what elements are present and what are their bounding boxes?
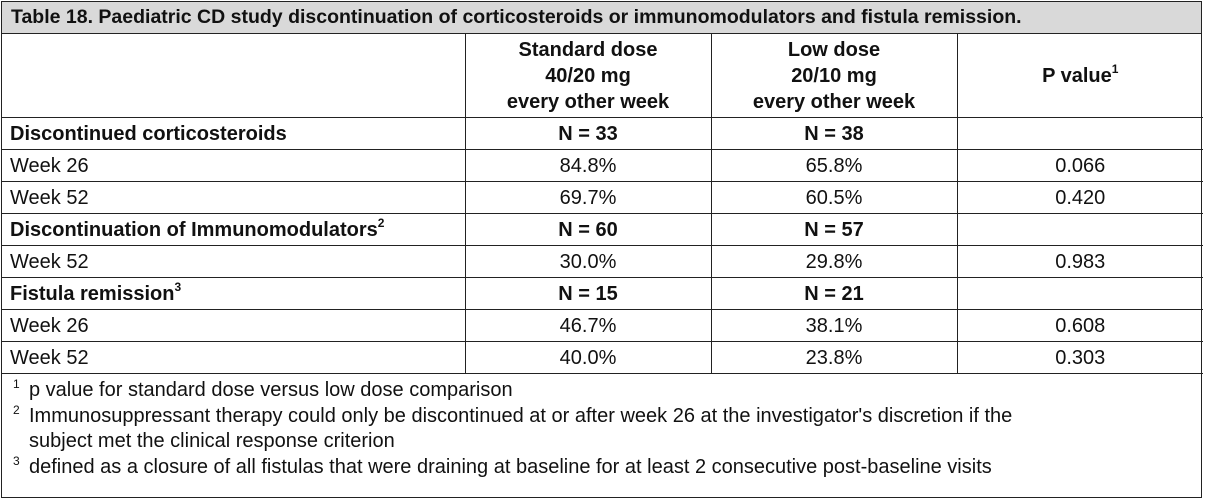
table-row: Week 52 30.0% 29.8% 0.983 — [2, 245, 1203, 278]
cell-p — [956, 117, 1203, 150]
cell-standard: N = 33 — [464, 117, 712, 150]
footnote-mark: 1 — [13, 377, 20, 391]
section-row: Discontinued corticosteroids N = 33 N = 38 — [2, 117, 1203, 150]
header-standard-line-3: every other week — [506, 90, 670, 113]
results-table: Standard dose 40/20 mg every other week … — [2, 34, 1203, 374]
row-label-text: Discontinuation of Immunomodulators — [10, 218, 378, 241]
header-low-line-3: every other week — [752, 90, 916, 113]
footnote: 1 p value for standard dose versus low do… — [13, 377, 1201, 404]
section-row: Discontinuation of Immunomodulators2 N = … — [2, 213, 1203, 246]
cell-p: 0.608 — [956, 309, 1203, 342]
cell-standard: 69.7% — [464, 181, 712, 214]
cell-low: N = 21 — [710, 277, 958, 310]
footnote: 3 defined as a closure of all fistulas th… — [13, 454, 1201, 481]
row-label-text: Week 52 — [10, 346, 89, 369]
row-label: Discontinuation of Immunomodulators2 — [2, 213, 466, 246]
header-p-value-sup: 1 — [1111, 61, 1119, 76]
header-standard-line-2: 40/20 mg — [545, 64, 631, 87]
table-row: Week 26 84.8% 65.8% 0.066 — [2, 149, 1203, 182]
header-empty-cell — [2, 34, 466, 118]
cell-p: 0.303 — [956, 341, 1203, 374]
row-label: Fistula remission3 — [2, 277, 466, 310]
table-row: Week 26 46.7% 38.1% 0.608 — [2, 309, 1203, 342]
cell-p — [956, 277, 1203, 310]
footnote-text: p value for standard dose versus low dos… — [29, 379, 513, 401]
header-low-dose: Low dose 20/10 mg every other week — [710, 34, 958, 118]
cell-standard: N = 60 — [464, 213, 712, 246]
cell-standard: 46.7% — [464, 309, 712, 342]
row-label-text: Fistula remission — [10, 282, 175, 305]
cell-low: N = 57 — [710, 213, 958, 246]
cell-standard: N = 15 — [464, 277, 712, 310]
row-label: Week 52 — [2, 341, 466, 374]
cell-low: N = 38 — [710, 117, 958, 150]
row-label-text: Week 26 — [10, 314, 89, 337]
footnote: 2 Immunosuppressant therapy could only be… — [13, 403, 1201, 455]
table-row: Week 52 69.7% 60.5% 0.420 — [2, 181, 1203, 214]
row-label: Week 52 — [2, 181, 466, 214]
cell-standard: 30.0% — [464, 245, 712, 278]
footnote-text: subject met the clinical response criter… — [29, 430, 395, 452]
cell-low: 29.8% — [710, 245, 958, 278]
header-standard-line-1: Standard dose — [518, 38, 658, 61]
cell-p — [956, 213, 1203, 246]
footnote-text: Immunosuppressant therapy could only be … — [29, 404, 1013, 427]
cell-p: 0.983 — [956, 245, 1203, 278]
table-caption: Table 18. Paediatric CD study discontinu… — [2, 2, 1201, 34]
row-label-text: Week 26 — [10, 154, 89, 177]
footnote-text: defined as a closure of all fistulas tha… — [29, 455, 992, 478]
header-low-line-1: Low dose — [787, 38, 881, 61]
header-row: Standard dose 40/20 mg every other week … — [2, 34, 1203, 118]
footnote-mark: 3 — [13, 453, 20, 468]
cell-p: 0.066 — [956, 149, 1203, 182]
table-row: Week 52 40.0% 23.8% 0.303 — [2, 341, 1203, 374]
row-label: Discontinued corticosteroids — [2, 117, 466, 150]
footnotes: 1 p value for standard dose versus low do… — [2, 374, 1201, 480]
header-p-value-label: P value — [1042, 64, 1112, 87]
footnote-mark: 2 — [13, 402, 20, 417]
header-low-line-2: 20/10 mg — [791, 64, 877, 87]
cell-p: 0.420 — [956, 181, 1203, 214]
row-label-text: Week 52 — [10, 186, 89, 209]
row-label: Week 26 — [2, 309, 466, 342]
section-row: Fistula remission3 N = 15 N = 21 — [2, 277, 1203, 310]
header-p-value: P value1 — [956, 34, 1203, 118]
footnote-ref: 2 — [377, 215, 385, 230]
cell-standard: 40.0% — [464, 341, 712, 374]
cell-low: 23.8% — [710, 341, 958, 374]
header-standard-dose: Standard dose 40/20 mg every other week — [464, 34, 712, 118]
row-label: Week 26 — [2, 149, 466, 182]
cell-low: 60.5% — [710, 181, 958, 214]
cell-low: 65.8% — [710, 149, 958, 182]
row-label-text: Week 52 — [10, 250, 89, 273]
footnote-ref: 3 — [174, 279, 182, 294]
cell-standard: 84.8% — [464, 149, 712, 182]
row-label-text: Discontinued corticosteroids — [10, 122, 287, 145]
cell-low: 38.1% — [710, 309, 958, 342]
row-label: Week 52 — [2, 245, 466, 278]
